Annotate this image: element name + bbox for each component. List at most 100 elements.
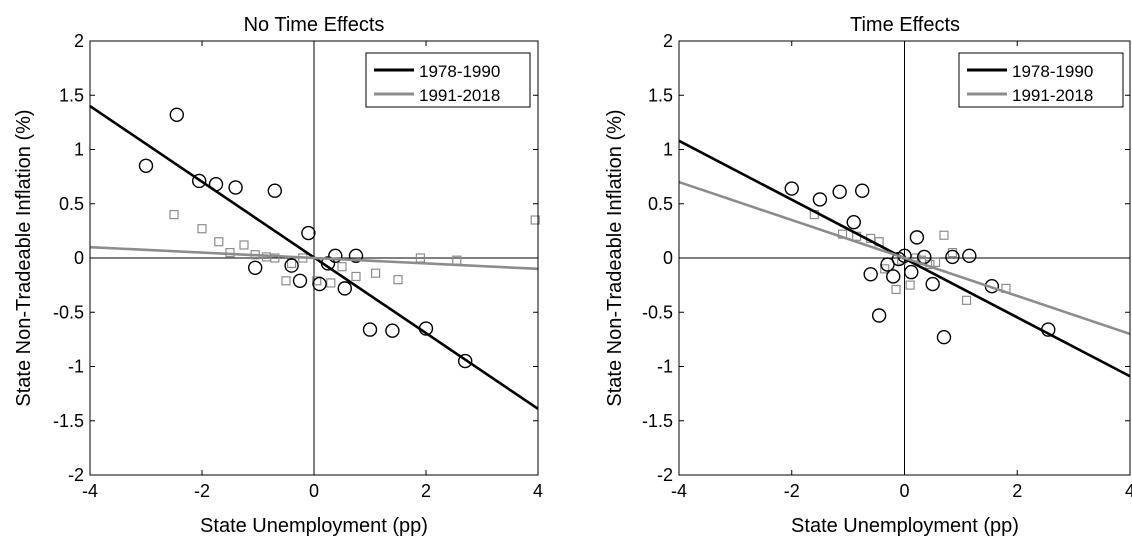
fit-line-1991-2018 bbox=[678, 180, 1131, 336]
y-axis-label: State Non-Tradeable Inflation (%) bbox=[13, 109, 35, 406]
data-point-square bbox=[880, 264, 890, 274]
data-point-circle bbox=[784, 181, 799, 196]
legend: 1978-1990 1991-2018 bbox=[365, 52, 531, 108]
data-point-circle bbox=[925, 276, 940, 292]
legend-label: 1991-2018 bbox=[1012, 86, 1093, 105]
x-axis-label: State Unemployment (pp) bbox=[200, 515, 428, 537]
x-tick-label: 4 bbox=[533, 481, 543, 501]
y-tick-label: -0.5 bbox=[642, 302, 673, 322]
data-point-circle bbox=[846, 214, 861, 230]
data-point-square bbox=[281, 276, 291, 286]
y-tick-label: 0.5 bbox=[59, 194, 84, 214]
data-point-square bbox=[530, 215, 540, 225]
chart-title: No Time Effects bbox=[244, 14, 385, 36]
data-point-circle bbox=[247, 260, 263, 275]
data-point-circle bbox=[880, 257, 895, 272]
chart-panel-time-effects: Time Effects State Non-Tradeable Inflati… bbox=[604, 14, 1132, 537]
x-tick-label: -4 bbox=[671, 481, 687, 501]
fit-line-1991-2018 bbox=[89, 245, 539, 271]
plot-frame bbox=[678, 40, 1131, 476]
data-point-circle bbox=[886, 269, 901, 284]
y-tick-label: 2 bbox=[663, 31, 673, 51]
y-tick-label: 1 bbox=[74, 140, 84, 160]
y-tick-label: -2 bbox=[657, 465, 673, 485]
data-point-square bbox=[326, 278, 336, 288]
data-point-square bbox=[270, 253, 280, 263]
data-point-circle bbox=[191, 173, 207, 189]
data-point-circle bbox=[871, 308, 887, 323]
y-tick-label: 0.5 bbox=[648, 194, 673, 214]
y-tick-label: 1.5 bbox=[59, 85, 84, 105]
data-point-square bbox=[214, 237, 224, 247]
data-point-circle bbox=[832, 184, 847, 200]
y-tick-label: 0 bbox=[74, 248, 84, 268]
data-point-circle bbox=[385, 323, 400, 338]
plot-frame bbox=[89, 40, 539, 476]
data-point-square bbox=[393, 275, 403, 285]
x-tick-label: 2 bbox=[1012, 481, 1022, 501]
x-tick-label: 4 bbox=[1125, 481, 1132, 501]
y-tick-label: -1 bbox=[68, 357, 84, 377]
x-tick-label: 2 bbox=[421, 481, 431, 501]
data-point-square bbox=[312, 276, 322, 286]
legend-label: 1978-1990 bbox=[1012, 62, 1093, 81]
data-point-circle bbox=[863, 267, 878, 282]
chart-title: Time Effects bbox=[850, 14, 960, 36]
legend: 1978-1990 1991-2018 bbox=[958, 52, 1124, 108]
y-tick-label: 1 bbox=[663, 140, 673, 160]
x-tick-label: -4 bbox=[82, 481, 98, 501]
data-point-square bbox=[239, 240, 249, 250]
data-point-square bbox=[371, 268, 381, 278]
data-point-circle bbox=[962, 248, 977, 264]
x-tick-label: -2 bbox=[194, 481, 210, 501]
data-point-circle bbox=[169, 107, 185, 122]
data-point-circle bbox=[936, 330, 952, 345]
data-point-circle bbox=[301, 225, 316, 241]
data-point-circle bbox=[337, 281, 352, 296]
legend-box bbox=[958, 52, 1124, 108]
legend-label: 1991-2018 bbox=[419, 86, 500, 105]
data-point-circle bbox=[362, 322, 378, 337]
x-tick-label: 0 bbox=[309, 481, 319, 501]
y-tick-label: -0.5 bbox=[53, 302, 84, 322]
data-point-circle bbox=[904, 264, 919, 280]
legend-box bbox=[365, 52, 531, 108]
data-point-square bbox=[287, 258, 297, 269]
legend-label: 1978-1990 bbox=[419, 62, 500, 81]
data-point-circle bbox=[284, 258, 299, 273]
chart-panel-no-time-effects: No Time Effects State Non-Tradeable Infl… bbox=[13, 14, 543, 537]
x-axis-label: State Unemployment (pp) bbox=[791, 515, 1019, 537]
data-point-square bbox=[961, 295, 972, 305]
data-point-circle bbox=[267, 183, 282, 198]
data-point-square bbox=[891, 284, 901, 295]
data-point-circle bbox=[348, 248, 364, 264]
data-point-square bbox=[351, 271, 361, 282]
data-point-circle bbox=[292, 273, 308, 288]
x-tick-label: 0 bbox=[899, 481, 909, 501]
y-tick-label: -1.5 bbox=[53, 411, 84, 431]
data-point-square bbox=[197, 224, 207, 234]
data-point-square bbox=[452, 255, 462, 265]
x-tick-label: -2 bbox=[784, 481, 800, 501]
data-point-circle bbox=[138, 158, 154, 173]
data-point-circle bbox=[855, 183, 870, 198]
y-tick-label: 1.5 bbox=[648, 85, 673, 105]
data-point-square bbox=[905, 280, 915, 290]
data-point-circle bbox=[458, 353, 473, 369]
y-tick-label: -1.5 bbox=[642, 411, 673, 431]
data-point-circle bbox=[312, 276, 327, 292]
data-point-circle bbox=[909, 230, 925, 245]
data-point-square bbox=[939, 230, 949, 240]
data-point-square bbox=[337, 262, 347, 272]
data-point-circle bbox=[228, 180, 243, 195]
y-tick-label: -2 bbox=[68, 465, 84, 485]
data-point-square bbox=[169, 210, 179, 220]
data-point-circle bbox=[945, 249, 960, 265]
data-point-circle bbox=[812, 192, 828, 207]
y-axis-label: State Non-Tradeable Inflation (%) bbox=[604, 109, 626, 406]
y-tick-label: 2 bbox=[74, 31, 84, 51]
y-tick-label: -1 bbox=[657, 357, 673, 377]
data-point-circle bbox=[328, 248, 343, 264]
data-point-square bbox=[930, 257, 941, 267]
